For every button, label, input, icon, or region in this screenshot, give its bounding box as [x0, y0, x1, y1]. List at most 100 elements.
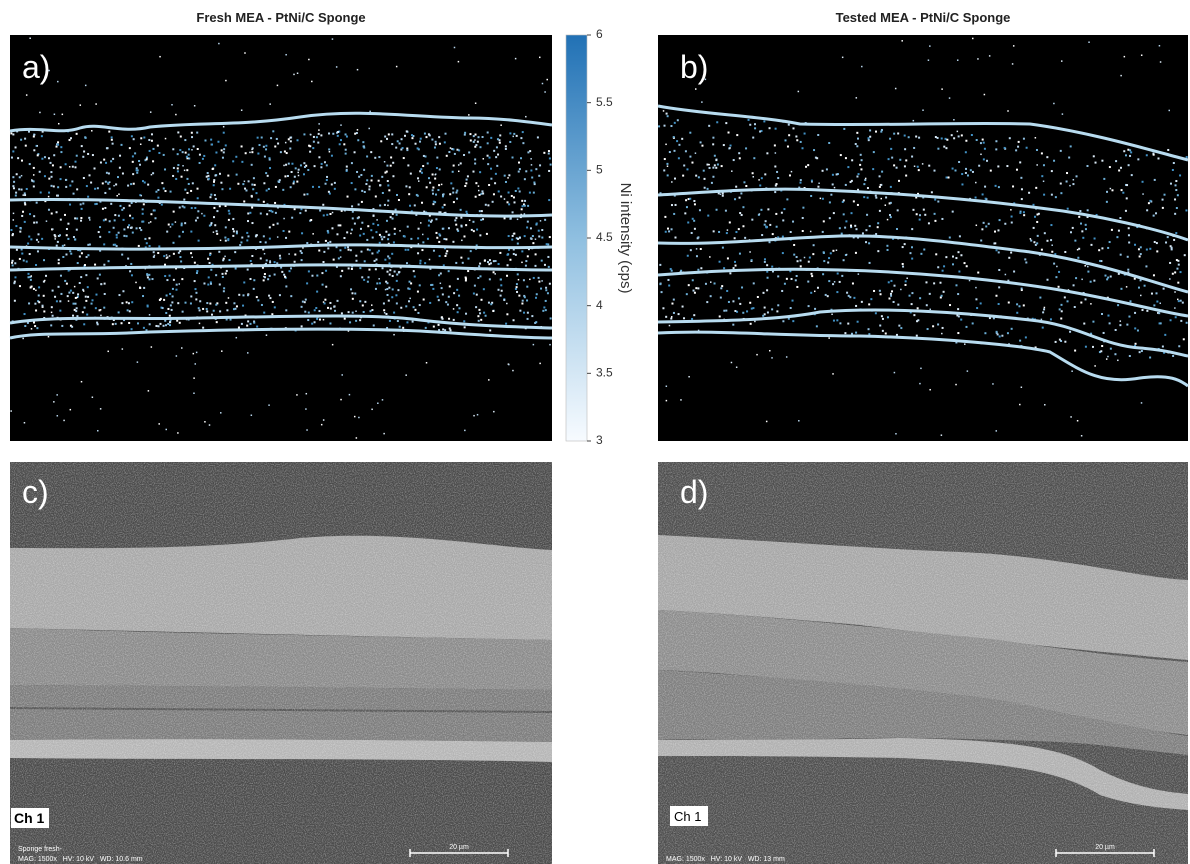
dot	[980, 240, 982, 242]
dot	[432, 189, 434, 191]
dot	[1182, 302, 1184, 304]
dot	[752, 307, 754, 309]
dot	[1135, 343, 1137, 345]
dot	[27, 243, 29, 245]
dot	[136, 167, 138, 169]
dot	[358, 417, 360, 419]
dot	[159, 56, 161, 58]
dot	[48, 178, 50, 180]
dot	[413, 306, 415, 308]
dot	[911, 156, 913, 158]
dot	[366, 179, 368, 181]
dot	[87, 286, 89, 288]
dot	[397, 320, 399, 322]
dot	[412, 321, 414, 323]
dot	[745, 185, 747, 187]
dot	[33, 174, 35, 176]
dot	[882, 318, 884, 320]
dot	[104, 293, 106, 295]
dot	[288, 231, 290, 233]
dot	[158, 423, 160, 425]
dot	[922, 163, 924, 165]
dot	[448, 227, 450, 229]
dot	[670, 318, 672, 320]
dot	[388, 234, 390, 236]
dot	[885, 196, 887, 198]
dot	[57, 81, 59, 83]
dot	[289, 270, 291, 272]
dot	[371, 409, 373, 411]
dot	[695, 152, 697, 154]
dot	[904, 148, 906, 150]
dot	[363, 147, 365, 149]
dot	[810, 231, 812, 233]
dot	[829, 201, 831, 203]
dot	[269, 210, 271, 212]
dot	[339, 143, 341, 145]
dot	[336, 66, 338, 68]
dot	[396, 274, 398, 276]
dot	[540, 288, 542, 290]
dot	[664, 125, 666, 127]
dot	[515, 190, 517, 192]
dot	[867, 197, 869, 199]
dot	[388, 287, 390, 289]
dot	[961, 173, 963, 175]
dot	[508, 203, 510, 205]
dot	[233, 308, 235, 310]
dot	[348, 267, 350, 269]
dot	[1160, 322, 1162, 324]
dot	[937, 137, 939, 139]
dot	[461, 240, 463, 242]
dot	[446, 155, 448, 157]
dot	[329, 241, 331, 243]
dot	[241, 323, 243, 325]
dot	[246, 232, 248, 234]
dot	[527, 205, 529, 207]
dot	[547, 256, 549, 258]
dot	[59, 300, 61, 302]
dot	[804, 257, 806, 259]
dot	[549, 157, 551, 159]
dot	[473, 293, 475, 295]
dot	[119, 205, 121, 207]
dot	[784, 283, 786, 285]
dot	[359, 267, 361, 269]
dot	[726, 232, 728, 234]
dot	[399, 326, 401, 328]
dot	[250, 323, 252, 325]
dot	[511, 239, 513, 241]
dot	[847, 323, 849, 325]
dot	[463, 320, 465, 322]
dot	[1023, 138, 1025, 140]
dot	[359, 319, 361, 321]
dot	[967, 174, 969, 176]
dot	[199, 162, 201, 164]
dot	[385, 231, 387, 233]
dot	[740, 192, 742, 194]
dot	[731, 362, 733, 364]
dot	[466, 179, 468, 181]
dot	[244, 52, 246, 54]
dot	[958, 135, 960, 137]
dot	[741, 214, 743, 216]
dot	[759, 184, 761, 186]
dot	[957, 308, 959, 310]
dot	[418, 180, 420, 182]
dot	[492, 201, 494, 203]
dot	[136, 172, 138, 174]
dot	[98, 231, 100, 233]
dot	[247, 352, 249, 354]
dot	[48, 196, 50, 198]
dot	[468, 114, 470, 116]
dot	[202, 158, 204, 160]
dot	[152, 148, 154, 150]
dot	[667, 228, 669, 230]
dot	[448, 270, 450, 272]
dot	[792, 320, 794, 322]
dot	[1021, 198, 1023, 200]
dot	[128, 322, 130, 324]
dot	[260, 257, 262, 259]
dot	[327, 242, 329, 244]
dot	[499, 134, 501, 136]
